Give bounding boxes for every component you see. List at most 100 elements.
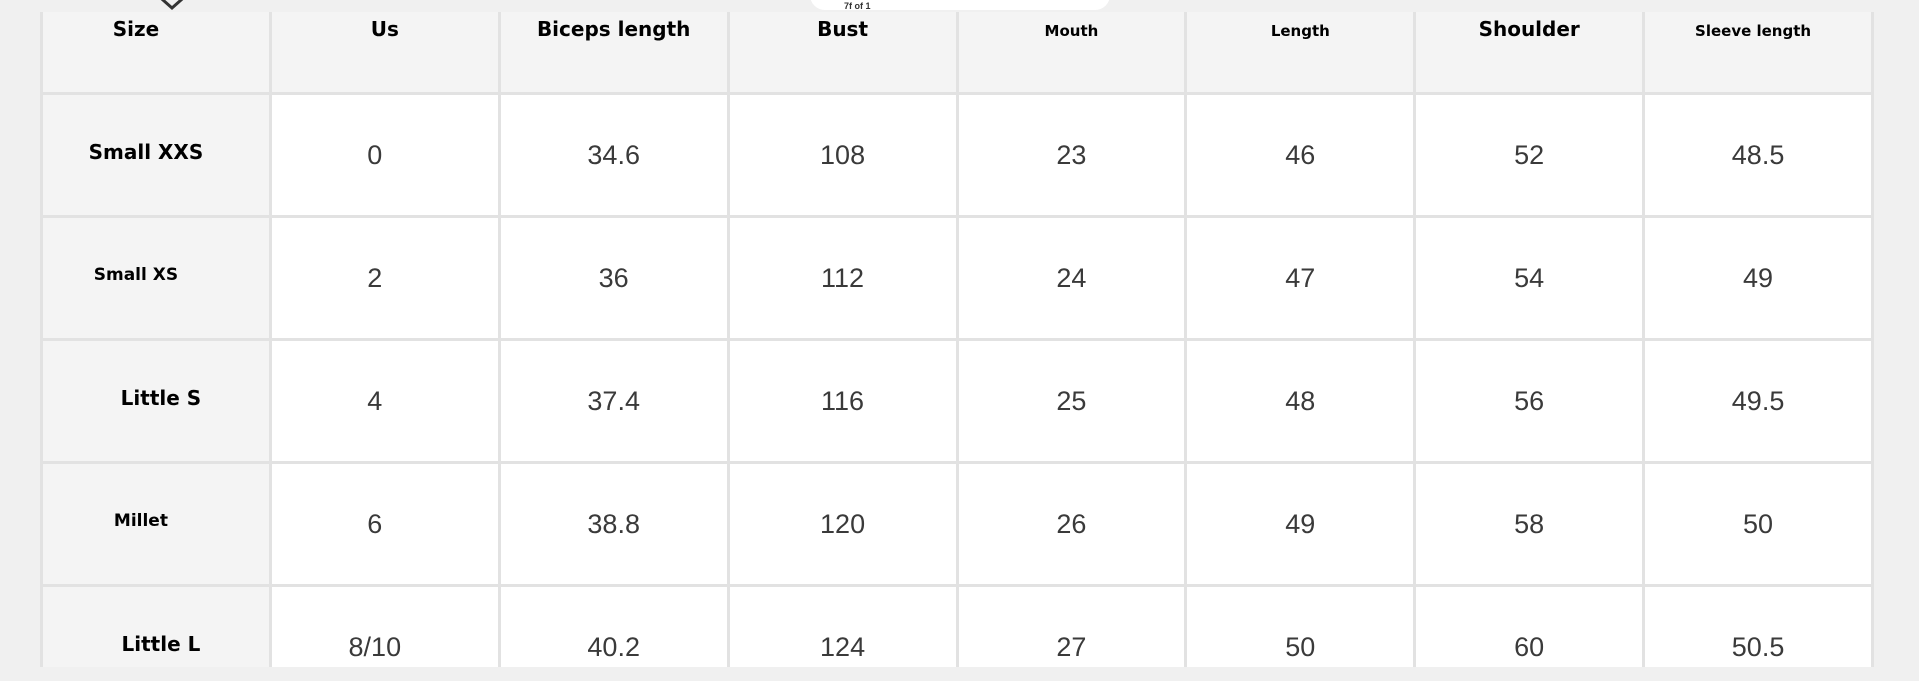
header-cell-text: Sleeve length: [1695, 22, 1812, 40]
data-cell-text: 116: [821, 385, 865, 416]
data-cell: 52: [1416, 95, 1643, 215]
header-cell: Bust: [729, 12, 956, 92]
header-cell-text: Us: [370, 17, 399, 41]
header-cell-text: Biceps length: [536, 17, 691, 41]
header-cell: Mouth: [958, 12, 1185, 92]
data-cell: 37.4: [500, 341, 727, 461]
data-cell: 4: [271, 341, 498, 461]
data-cell: 25: [958, 341, 1185, 461]
data-cell: 40.2: [500, 587, 727, 667]
data-cell: 49.5: [1645, 341, 1871, 461]
data-cell: 34.6: [500, 95, 727, 215]
data-cell-text: 47: [1285, 262, 1316, 293]
data-cell-text: 49: [1285, 508, 1316, 539]
data-cell-text: 38.8: [587, 508, 640, 539]
header-cell-text: Shoulder: [1478, 17, 1580, 41]
data-cell-text: 8/10: [348, 631, 402, 662]
data-cell-text: 49.5: [1731, 385, 1785, 416]
size-cell: Little L: [43, 587, 269, 667]
size-cell: Millet: [43, 464, 269, 584]
data-cell: 27: [958, 587, 1185, 667]
data-cell-text: 26: [1056, 508, 1087, 539]
close-icon[interactable]: [140, 0, 200, 14]
data-cell: 54: [1416, 218, 1643, 338]
data-cell: 48.5: [1645, 95, 1871, 215]
header-cell-text: Length: [1270, 22, 1330, 40]
data-cell-text: 49: [1743, 262, 1774, 293]
data-cell: 108: [729, 95, 956, 215]
size-cell-text: Small XS: [93, 265, 179, 285]
data-cell-text: 48: [1285, 385, 1316, 416]
data-cell-text: 25: [1056, 385, 1087, 416]
data-cell-text: 4: [367, 385, 383, 416]
size-cell: Small XXS: [43, 95, 269, 215]
data-cell: 58: [1416, 464, 1643, 584]
table-grid: Size Us Biceps length Bust Mouth Length Should…: [40, 12, 1874, 667]
data-cell: 50: [1645, 464, 1871, 584]
data-cell: 23: [958, 95, 1185, 215]
data-cell-text: 58: [1514, 508, 1545, 539]
data-cell: 8/10: [271, 587, 498, 667]
data-cell-text: 23: [1056, 139, 1087, 170]
header-cell-text: Size: [112, 17, 160, 41]
data-cell: 50.5: [1645, 587, 1871, 667]
data-cell-text: 52: [1514, 139, 1545, 170]
data-cell-text: 50: [1285, 631, 1316, 662]
data-cell-text: 37.4: [587, 385, 640, 416]
size-cell-text: Millet: [113, 511, 168, 531]
data-cell: 26: [958, 464, 1185, 584]
data-cell-text: 36: [598, 262, 629, 293]
header-cell: Shoulder: [1416, 12, 1643, 92]
data-cell-text: 54: [1514, 262, 1545, 293]
pager: 7f of 1: [810, 0, 1110, 11]
data-cell-text: 124: [820, 631, 866, 662]
data-cell: 56: [1416, 341, 1643, 461]
data-cell: 36: [500, 218, 727, 338]
data-cell-text: 2: [367, 262, 383, 293]
data-cell-text: 50: [1743, 508, 1774, 539]
data-cell: 112: [729, 218, 956, 338]
header-cell: Biceps length: [500, 12, 727, 92]
data-cell: 116: [729, 341, 956, 461]
data-cell-text: 40.2: [587, 631, 640, 662]
data-cell-text: 48.5: [1731, 139, 1785, 170]
data-cell-text: 34.6: [587, 139, 640, 170]
header-cell-text: Bust: [817, 17, 869, 41]
data-cell: 48: [1187, 341, 1414, 461]
data-cell: 49: [1645, 218, 1871, 338]
data-cell: 49: [1187, 464, 1414, 584]
data-cell-text: 27: [1056, 631, 1087, 662]
header-cell: Us: [271, 12, 498, 92]
data-cell-text: 112: [821, 262, 865, 293]
data-cell-text: 24: [1056, 262, 1087, 293]
data-cell-text: 60: [1514, 631, 1545, 662]
data-cell: 47: [1187, 218, 1414, 338]
data-cell: 60: [1416, 587, 1643, 667]
data-cell-text: 6: [367, 508, 383, 539]
data-cell: 6: [271, 464, 498, 584]
data-cell: 2: [271, 218, 498, 338]
data-cell: 124: [729, 587, 956, 667]
size-cell-text: Little L: [121, 632, 201, 656]
header-cell: Sleeve length: [1645, 12, 1871, 92]
size-table: Size Us Biceps length Bust Mouth Length Should…: [40, 12, 1874, 667]
size-cell: Little S: [43, 341, 269, 461]
pager-label: 7f of 1: [844, 1, 871, 11]
data-cell-text: 56: [1514, 385, 1545, 416]
header-cell: Size: [43, 12, 269, 92]
size-cell-text: Little S: [120, 386, 202, 410]
data-cell: 50: [1187, 587, 1414, 667]
data-cell: 120: [729, 464, 956, 584]
data-cell-text: 0: [367, 139, 383, 170]
size-cell: Small XS: [43, 218, 269, 338]
data-cell: 38.8: [500, 464, 727, 584]
data-cell: 24: [958, 218, 1185, 338]
header-cell: Length: [1187, 12, 1414, 92]
size-cell-text: Small XXS: [88, 140, 204, 164]
data-cell-text: 108: [820, 139, 866, 170]
data-cell-text: 46: [1285, 139, 1316, 170]
data-cell-text: 120: [820, 508, 866, 539]
data-cell-text: 50.5: [1731, 631, 1785, 662]
data-cell: 46: [1187, 95, 1414, 215]
